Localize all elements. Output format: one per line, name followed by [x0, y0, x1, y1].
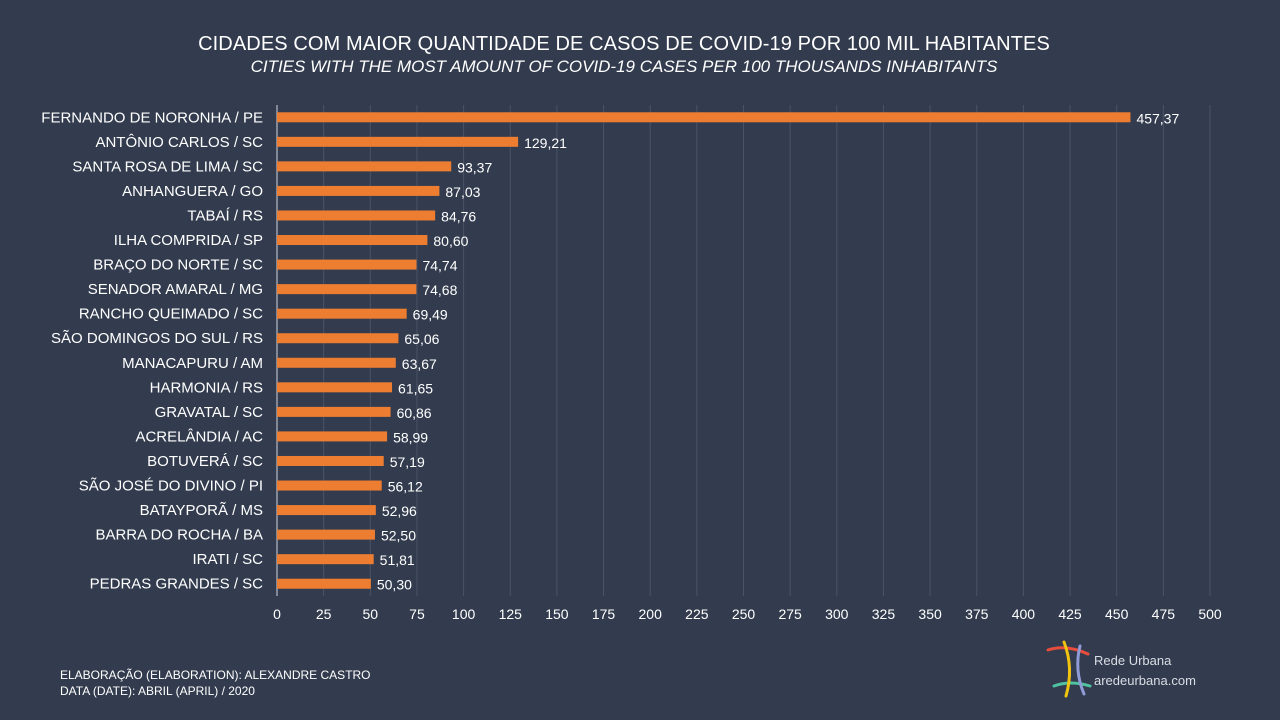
bar — [277, 529, 375, 540]
category-label: ANTÔNIO CARLOS / SC — [95, 134, 263, 151]
value-label: 52,50 — [381, 528, 416, 544]
value-label: 93,37 — [457, 159, 492, 175]
x-tick-label: 175 — [592, 606, 616, 622]
date-credit: DATA (DATE): ABRIL (APRIL) / 2020 — [60, 684, 255, 698]
value-label: 87,03 — [445, 184, 480, 200]
bar — [277, 161, 452, 172]
category-label: BARRA DO ROCHA / BA — [95, 527, 263, 544]
bar — [277, 235, 428, 246]
value-label: 56,12 — [388, 479, 423, 495]
category-label: PEDRAS GRANDES / SC — [90, 576, 264, 593]
bar — [277, 112, 1131, 123]
value-label: 50,30 — [377, 577, 412, 593]
value-label: 65,06 — [404, 331, 439, 347]
bar — [277, 210, 436, 221]
category-label: GRAVATAL / SC — [155, 404, 264, 421]
bar — [277, 136, 519, 147]
bar — [277, 382, 393, 393]
value-label: 80,60 — [433, 233, 468, 249]
value-label: 58,99 — [393, 429, 428, 445]
value-label: 129,21 — [524, 135, 567, 151]
category-label: MANACAPURU / AM — [122, 355, 263, 372]
rede-urbana-logo[interactable]: Rede Urbana aredeurbana.com — [1044, 636, 1244, 700]
bar — [277, 259, 417, 270]
category-label: BATAYPORÃ / MS — [140, 502, 263, 519]
x-tick-label: 425 — [1058, 606, 1082, 622]
x-tick-label: 450 — [1105, 606, 1129, 622]
x-tick-label: 275 — [778, 606, 802, 622]
bar — [277, 308, 407, 319]
x-tick-label: 400 — [1012, 606, 1036, 622]
bar — [277, 455, 384, 466]
bar — [277, 185, 440, 196]
category-label: RANCHO QUEIMADO / SC — [79, 306, 263, 323]
category-labels: FERNANDO DE NORONHA / PE ANTÔNIO CARLOS /… — [41, 109, 263, 592]
logo-url: aredeurbana.com — [1094, 673, 1196, 688]
bars — [277, 112, 1131, 589]
value-label: 74,74 — [422, 258, 457, 274]
value-labels: 457,37 129,21 93,37 87,03 84,76 80,60 74,74 74,… — [377, 110, 1180, 592]
x-axis-ticks: 0 25 50 75 100 125 150 175 200 225 250 275 300 325 350… — [273, 606, 1222, 622]
x-tick-label: 500 — [1198, 606, 1222, 622]
value-label: 74,68 — [422, 282, 457, 298]
value-label: 457,37 — [1136, 110, 1179, 126]
x-tick-label: 325 — [872, 606, 896, 622]
x-tick-label: 100 — [452, 606, 476, 622]
bar — [277, 480, 382, 491]
category-label: ACRELÂNDIA / AC — [135, 428, 263, 445]
value-label: 57,19 — [390, 454, 425, 470]
x-tick-label: 225 — [685, 606, 709, 622]
elaboration-credit: ELABORAÇÃO (ELABORATION): ALEXANDRE CAST… — [60, 668, 371, 682]
chart-subtitle: CITIES WITH THE MOST AMOUNT OF COVID-19 … — [250, 57, 998, 76]
category-label: BRAÇO DO NORTE / SC — [93, 257, 263, 274]
x-tick-label: 75 — [409, 606, 425, 622]
category-label: ILHA COMPRIDA / SP — [114, 232, 263, 249]
x-tick-label: 375 — [965, 606, 989, 622]
x-tick-label: 300 — [825, 606, 849, 622]
bar — [277, 333, 399, 344]
category-label: HARMONIA / RS — [150, 379, 263, 396]
bar — [277, 505, 376, 516]
grid-lines — [276, 105, 1211, 596]
value-label: 69,49 — [413, 307, 448, 323]
category-label: IRATI / SC — [192, 551, 263, 568]
value-label: 61,65 — [398, 380, 433, 396]
bar — [277, 357, 396, 368]
x-tick-label: 475 — [1152, 606, 1176, 622]
category-label: SÃO DOMINGOS DO SUL / RS — [51, 330, 263, 347]
x-tick-label: 350 — [918, 606, 942, 622]
bar — [277, 431, 388, 442]
rede-urbana-logo-icon — [1046, 640, 1092, 698]
category-label: SENADOR AMARAL / MG — [88, 281, 263, 298]
x-tick-label: 25 — [316, 606, 332, 622]
x-tick-label: 50 — [363, 606, 379, 622]
x-tick-label: 0 — [273, 606, 281, 622]
category-label: SÃO JOSÉ DO DIVINO / PI — [79, 478, 263, 495]
bar — [277, 554, 374, 565]
x-tick-label: 200 — [639, 606, 663, 622]
category-label: ANHANGUERA / GO — [122, 183, 263, 200]
value-label: 52,96 — [382, 503, 417, 519]
category-label: TABAÍ / RS — [187, 207, 263, 224]
value-label: 51,81 — [380, 552, 415, 568]
category-label: BOTUVERÁ / SC — [147, 453, 263, 470]
value-label: 63,67 — [402, 356, 437, 372]
bar — [277, 406, 391, 417]
category-label: SANTA ROSA DE LIMA / SC — [72, 158, 263, 175]
value-label: 84,76 — [441, 208, 476, 224]
bar — [277, 284, 417, 295]
logo-name: Rede Urbana — [1094, 653, 1172, 668]
x-tick-label: 150 — [545, 606, 569, 622]
category-label: FERNANDO DE NORONHA / PE — [41, 109, 263, 126]
x-tick-label: 250 — [732, 606, 756, 622]
bar — [277, 578, 371, 589]
x-tick-label: 125 — [499, 606, 523, 622]
value-label: 60,86 — [397, 405, 432, 421]
chart-title: CIDADES COM MAIOR QUANTIDADE DE CASOS DE… — [198, 33, 1050, 55]
